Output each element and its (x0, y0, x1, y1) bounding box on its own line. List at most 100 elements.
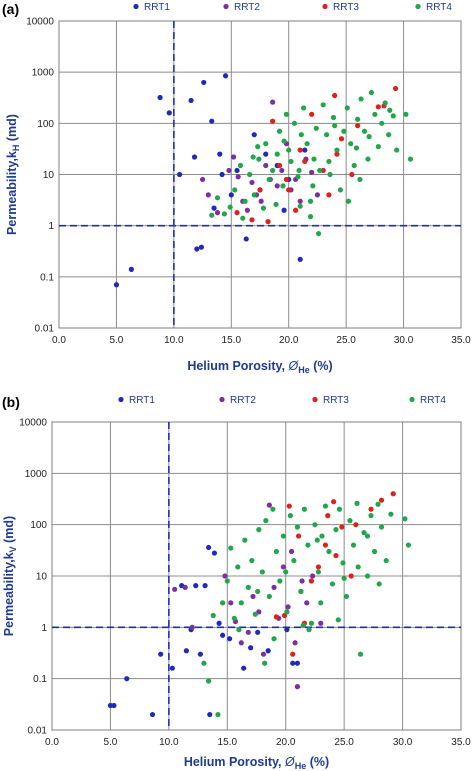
data-point-rrt1 (211, 205, 217, 211)
data-point-rrt4 (329, 581, 336, 587)
data-point-rrt4 (327, 171, 333, 178)
data-point-rrt3 (249, 217, 255, 223)
data-point-rrt4 (240, 215, 246, 221)
data-point-rrt4 (283, 569, 289, 575)
data-point-rrt2 (288, 548, 295, 555)
data-point-rrt4 (277, 578, 283, 584)
data-point-rrt4 (280, 183, 286, 189)
plot-frame (51, 421, 462, 731)
data-point-rrt3 (326, 192, 332, 198)
data-point-rrt4 (201, 660, 207, 666)
data-point-rrt1 (248, 645, 254, 651)
data-point-rrt4 (308, 620, 315, 626)
data-point-rrt1 (177, 171, 183, 178)
data-point-rrt4 (298, 588, 304, 595)
legend-label: RRT3 (323, 395, 349, 406)
data-point-rrt4 (270, 167, 276, 174)
data-point-rrt4 (232, 187, 238, 193)
data-point-rrt4 (320, 102, 326, 108)
data-point-rrt4 (326, 548, 332, 555)
data-point-rrt3 (308, 578, 315, 584)
y-tick-label: 10 (36, 572, 48, 583)
legend-label: RRT2 (234, 2, 260, 13)
data-point-rrt4 (345, 198, 352, 204)
data-point-rrt1 (209, 118, 215, 124)
data-point-rrt2 (280, 564, 286, 570)
data-point-rrt4 (274, 151, 280, 157)
data-point-rrt1 (255, 629, 261, 635)
data-point-rrt1 (211, 550, 218, 556)
data-point-rrt2 (309, 169, 315, 175)
data-point-rrt4 (311, 156, 317, 162)
data-point-rrt2 (309, 573, 316, 579)
panel-b: (b) RRT1 RRT2 RRT3 RRT4 0.0 5.0 10.0 15.0 20.0 25.… (2, 394, 471, 771)
data-point-rrt4 (355, 116, 361, 122)
data-point-rrt4 (375, 144, 381, 150)
data-point-rrt2 (214, 210, 221, 216)
data-point-rrt3 (234, 210, 240, 216)
data-point-rrt4 (227, 204, 233, 210)
data-point-rrt2 (292, 640, 298, 646)
data-point-rrt4 (296, 167, 302, 174)
x-tick-label: 35.0 (451, 335, 471, 346)
data-point-rrt4 (378, 524, 385, 530)
data-point-rrt4 (366, 134, 372, 140)
x-tick-label: 10.0 (164, 335, 184, 346)
data-point-rrt4 (358, 96, 364, 102)
data-point-rrt4 (263, 518, 269, 524)
data-point-rrt4 (306, 627, 312, 633)
data-point-rrt4 (238, 600, 244, 606)
data-point-rrt1 (157, 94, 163, 101)
y-axis-label: Permeability,kH (md) (5, 114, 21, 235)
data-point-rrt4 (307, 214, 314, 220)
data-point-rrt4 (364, 573, 371, 579)
data-point-rrt4 (273, 201, 279, 208)
legend-item-rrt4: RRT4 (409, 395, 446, 406)
data-point-rrt4 (242, 198, 248, 204)
data-point-rrt4 (390, 113, 396, 119)
series-rrt1 (107, 544, 300, 718)
data-point-rrt1 (202, 583, 208, 589)
data-point-rrt4 (249, 557, 255, 564)
data-point-rrt1 (183, 648, 189, 654)
data-point-rrt1 (294, 660, 300, 666)
data-point-rrt1 (302, 147, 308, 153)
data-point-rrt3 (355, 123, 361, 129)
data-point-rrt3 (322, 542, 329, 548)
data-point-rrt4 (364, 533, 371, 539)
data-point-rrt3 (273, 614, 279, 620)
data-point-rrt4 (250, 154, 256, 160)
data-point-rrt4 (315, 569, 322, 575)
x-tick-label: 25.0 (336, 335, 356, 346)
data-point-rrt4 (376, 581, 382, 587)
data-point-rrt3 (286, 503, 292, 509)
data-point-rrt4 (361, 128, 368, 134)
data-point-rrt4 (347, 518, 353, 524)
data-point-rrt3 (338, 136, 345, 142)
data-point-rrt4 (251, 192, 257, 198)
legend-marker (415, 3, 421, 10)
data-point-rrt3 (286, 187, 292, 193)
data-point-rrt4 (263, 141, 269, 147)
data-point-rrt1 (216, 620, 222, 626)
data-point-rrt1 (241, 665, 247, 671)
legend-label: RRT1 (144, 2, 170, 13)
x-tick-label: 20.0 (276, 737, 296, 748)
data-point-rrt4 (330, 114, 337, 121)
data-point-rrt4 (301, 105, 307, 111)
data-point-rrt4 (300, 622, 306, 628)
data-point-rrt3 (309, 111, 315, 117)
data-point-rrt3 (283, 176, 290, 183)
legend-marker (223, 3, 229, 10)
data-point-rrt1 (158, 651, 164, 657)
data-point-rrt2 (249, 179, 255, 186)
grid (51, 421, 462, 731)
data-point-rrt2 (260, 651, 267, 657)
data-point-rrt1 (201, 79, 207, 86)
y-tick-label: 0.1 (40, 272, 54, 283)
data-point-rrt4 (350, 542, 357, 548)
legend-label: RRT4 (420, 395, 446, 406)
data-point-rrt4 (332, 123, 338, 129)
data-point-rrt3 (332, 92, 338, 99)
data-point-rrt4 (209, 212, 215, 218)
